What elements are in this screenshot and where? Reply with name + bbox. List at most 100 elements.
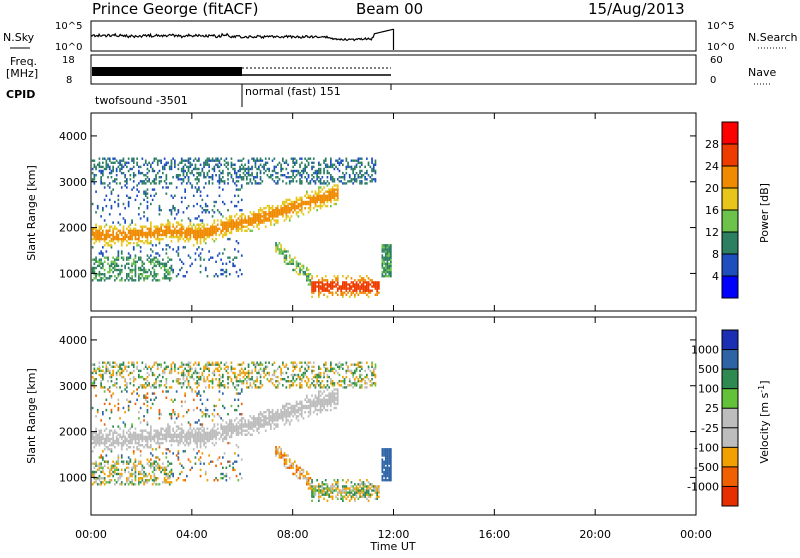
range-gate-cell	[255, 221, 257, 223]
range-gate-cell	[138, 244, 140, 246]
range-gate-cell	[226, 275, 228, 277]
range-gate-cell	[340, 160, 342, 162]
range-gate-cell	[190, 228, 192, 230]
range-gate-cell	[97, 238, 99, 240]
range-gate-cell	[255, 421, 257, 423]
range-gate-cell	[193, 224, 195, 226]
range-gate-cell	[265, 226, 267, 228]
range-gate-cell	[200, 456, 202, 458]
range-gate-cell	[205, 409, 207, 411]
range-gate-cell	[159, 417, 161, 419]
range-gate-cell	[124, 180, 126, 182]
range-gate-cell	[248, 217, 250, 219]
range-gate-cell	[157, 172, 159, 174]
range-gate-cell	[193, 409, 195, 411]
range-gate-cell	[328, 395, 330, 397]
range-gate-cell	[310, 477, 312, 479]
range-gate-cell	[256, 417, 258, 419]
range-gate-cell	[241, 403, 243, 405]
range-gate-cell	[94, 370, 96, 372]
range-gate-cell	[176, 174, 178, 176]
range-gate-cell	[102, 170, 104, 172]
range-gate-cell	[99, 232, 101, 234]
range-gate-cell	[142, 465, 144, 467]
range-gate-cell	[370, 283, 372, 285]
range-gate-cell	[190, 219, 192, 221]
range-gate-cell	[167, 224, 169, 226]
range-gate-cell	[147, 421, 149, 423]
range-gate-cell	[349, 290, 351, 292]
range-gate-cell	[188, 436, 190, 438]
range-gate-cell	[315, 191, 317, 193]
range-gate-cell	[224, 425, 226, 427]
range-gate-cell	[325, 287, 327, 289]
range-gate-cell	[274, 384, 276, 386]
range-gate-cell	[313, 403, 315, 405]
range-gate-cell	[152, 232, 154, 234]
range-gate-cell	[241, 428, 243, 430]
range-gate-cell	[121, 160, 123, 162]
range-gate-cell	[236, 376, 238, 378]
range-gate-cell	[196, 188, 198, 190]
range-gate-cell	[286, 403, 288, 405]
range-gate-cell	[376, 283, 378, 285]
range-gate-cell	[94, 463, 96, 465]
range-gate-cell	[250, 178, 252, 180]
range-gate-cell	[241, 380, 243, 382]
range-gate-cell	[277, 368, 279, 370]
range-gate-cell	[106, 428, 108, 430]
range-gate-cell	[347, 287, 349, 289]
range-gate-cell	[119, 473, 121, 475]
range-gate-cell	[327, 395, 329, 397]
range-gate-cell	[298, 467, 300, 469]
range-gate-cell	[376, 294, 378, 296]
range-gate-cell	[231, 215, 233, 217]
range-gate-cell	[160, 428, 162, 430]
range-gate-cell	[220, 213, 222, 215]
range-gate-cell	[325, 191, 327, 193]
range-gate-cell	[286, 458, 288, 460]
range-gate-cell	[104, 158, 106, 160]
range-gate-cell	[227, 366, 229, 368]
range-gate-cell	[178, 248, 180, 250]
range-gate-cell	[226, 432, 228, 434]
range-gate-cell	[284, 254, 286, 256]
range-gate-cell	[270, 207, 272, 209]
range-gate-cell	[135, 271, 137, 273]
range-gate-cell	[147, 458, 149, 460]
range-gate-cell	[239, 160, 241, 162]
range-gate-cell	[172, 271, 174, 273]
station-title: Prince George (fitACF)	[92, 0, 258, 18]
range-gate-cell	[178, 273, 180, 275]
range-gate-cell	[109, 277, 111, 279]
range-gate-cell	[123, 430, 125, 432]
range-gate-cell	[335, 277, 337, 279]
range-gate-cell	[102, 172, 104, 174]
range-gate-cell	[147, 372, 149, 374]
range-gate-cell	[296, 415, 298, 417]
colorbar-tick-label: 12	[705, 226, 719, 239]
range-gate-cell	[135, 199, 137, 201]
range-gate-cell	[215, 158, 217, 160]
range-gate-cell	[366, 283, 368, 285]
range-gate-cell	[160, 263, 162, 265]
range-gate-cell	[280, 372, 282, 374]
noise-right-tick-top: 10^5	[707, 21, 734, 32]
range-gate-cell	[238, 176, 240, 178]
range-gate-cell	[178, 236, 180, 238]
range-gate-cell	[193, 244, 195, 246]
range-gate-cell	[140, 267, 142, 269]
range-gate-cell	[241, 372, 243, 374]
range-gate-cell	[97, 477, 99, 479]
range-gate-cell	[325, 164, 327, 166]
range-gate-cell	[255, 215, 257, 217]
range-gate-cell	[186, 207, 188, 209]
range-gate-cell	[147, 197, 149, 199]
range-gate-cell	[157, 366, 159, 368]
range-gate-cell	[118, 203, 120, 205]
range-gate-cell	[104, 448, 106, 450]
range-gate-cell	[378, 287, 380, 289]
range-gate-cell	[106, 168, 108, 170]
range-gate-cell	[145, 395, 147, 397]
